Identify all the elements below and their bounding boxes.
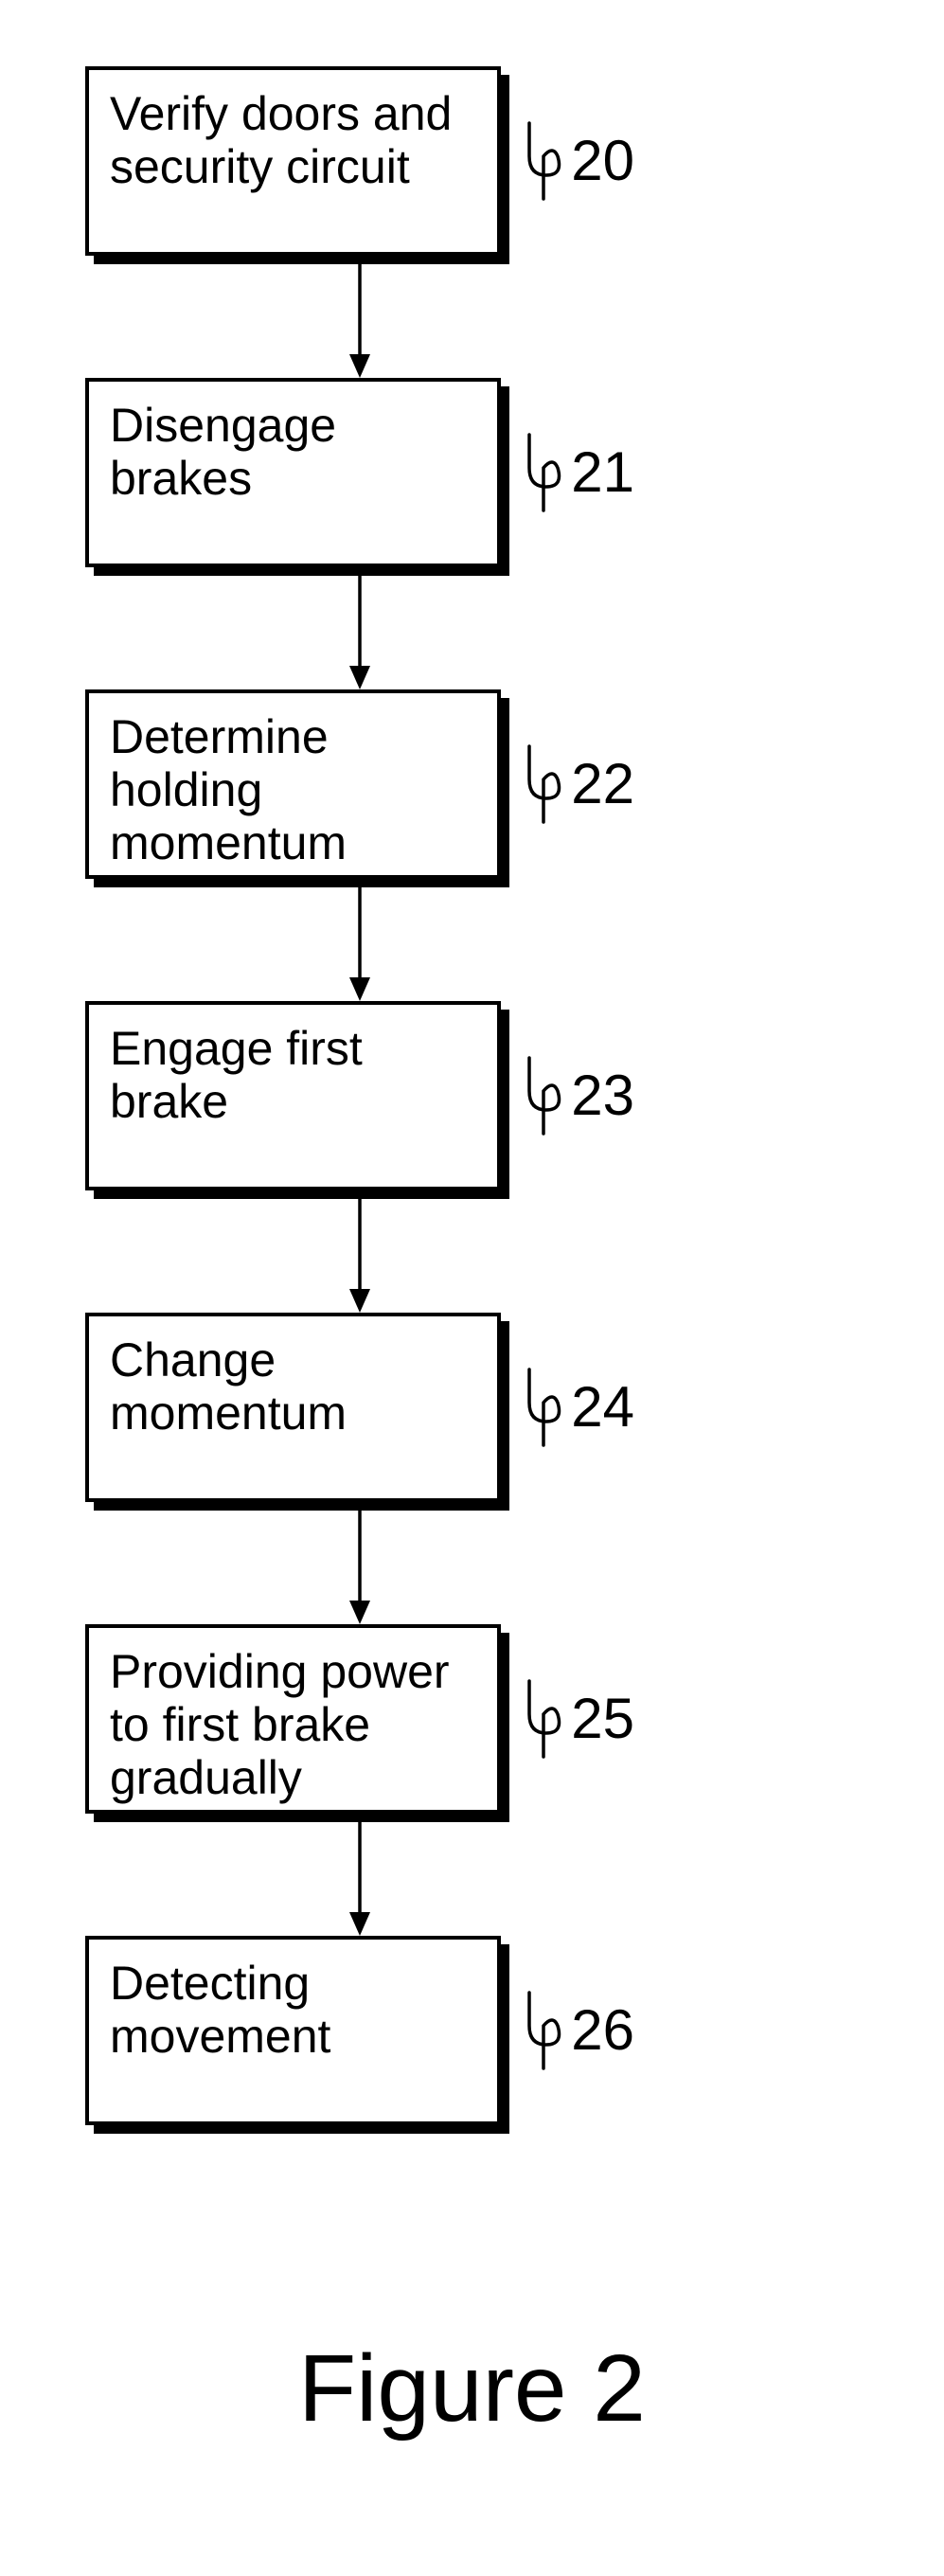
- figure-caption: Figure 2: [0, 2334, 944, 2443]
- flow-node-text: Engage first brake: [110, 1022, 476, 1128]
- flow-node: Engage first brake 23: [85, 1001, 634, 1190]
- flow-node-text: Determine holding momentum: [110, 710, 476, 869]
- page: Verify doors and security circuit 20 Dis…: [0, 0, 944, 2576]
- squiggle-icon: [520, 1988, 567, 2073]
- flow-node-text: Change momentum: [110, 1333, 476, 1440]
- ref-marker: 23: [520, 1053, 634, 1138]
- flow-edge: [114, 1199, 606, 1313]
- flowchart: Verify doors and security circuit 20 Dis…: [85, 66, 634, 2125]
- flow-edge: [114, 1511, 606, 1624]
- flow-node-text: Verify doors and security circuit: [110, 87, 452, 193]
- flow-node-box: Determine holding momentum: [85, 689, 501, 879]
- flow-edge: [114, 1822, 606, 1936]
- arrow-down-icon: [341, 576, 379, 689]
- arrow-down-icon: [341, 1199, 379, 1313]
- flow-node-text: Detecting movement: [110, 1957, 476, 2063]
- ref-marker: 22: [520, 742, 634, 827]
- flow-node-box: Detecting movement: [85, 1936, 501, 2125]
- ref-number: 21: [571, 444, 634, 501]
- flow-node: Change momentum 24: [85, 1313, 634, 1502]
- flow-node-text: Providing power to first brake gradually: [110, 1645, 476, 1804]
- squiggle-icon: [520, 1053, 567, 1138]
- ref-number: 25: [571, 1690, 634, 1747]
- flow-node-text: Disengage brakes: [110, 399, 476, 505]
- ref-number: 23: [571, 1067, 634, 1124]
- ref-marker: 20: [520, 118, 634, 204]
- flow-edge: [114, 887, 606, 1001]
- arrow-down-icon: [341, 264, 379, 378]
- ref-number: 22: [571, 756, 634, 813]
- flow-node-box: Change momentum: [85, 1313, 501, 1502]
- ref-marker: 24: [520, 1365, 634, 1450]
- arrow-down-icon: [341, 1822, 379, 1936]
- flow-edge: [114, 264, 606, 378]
- squiggle-icon: [520, 118, 567, 204]
- ref-marker: 21: [520, 430, 634, 515]
- flow-node-box: Verify doors and security circuit: [85, 66, 501, 256]
- flow-edge: [114, 576, 606, 689]
- arrow-down-icon: [341, 1511, 379, 1624]
- arrow-down-icon: [341, 887, 379, 1001]
- flow-node-box: Engage first brake: [85, 1001, 501, 1190]
- flow-node: Verify doors and security circuit 20: [85, 66, 634, 256]
- flow-node: Disengage brakes 21: [85, 378, 634, 567]
- flow-node: Determine holding momentum 22: [85, 689, 634, 879]
- flow-node: Providing power to first brake gradually…: [85, 1624, 634, 1814]
- ref-marker: 26: [520, 1988, 634, 2073]
- squiggle-icon: [520, 1365, 567, 1450]
- squiggle-icon: [520, 742, 567, 827]
- ref-number: 20: [571, 133, 634, 189]
- ref-number: 26: [571, 2002, 634, 2059]
- ref-number: 24: [571, 1379, 634, 1436]
- flow-node-box: Providing power to first brake gradually: [85, 1624, 501, 1814]
- squiggle-icon: [520, 430, 567, 515]
- flow-node: Detecting movement 26: [85, 1936, 634, 2125]
- flow-node-box: Disengage brakes: [85, 378, 501, 567]
- ref-marker: 25: [520, 1676, 634, 1762]
- squiggle-icon: [520, 1676, 567, 1762]
